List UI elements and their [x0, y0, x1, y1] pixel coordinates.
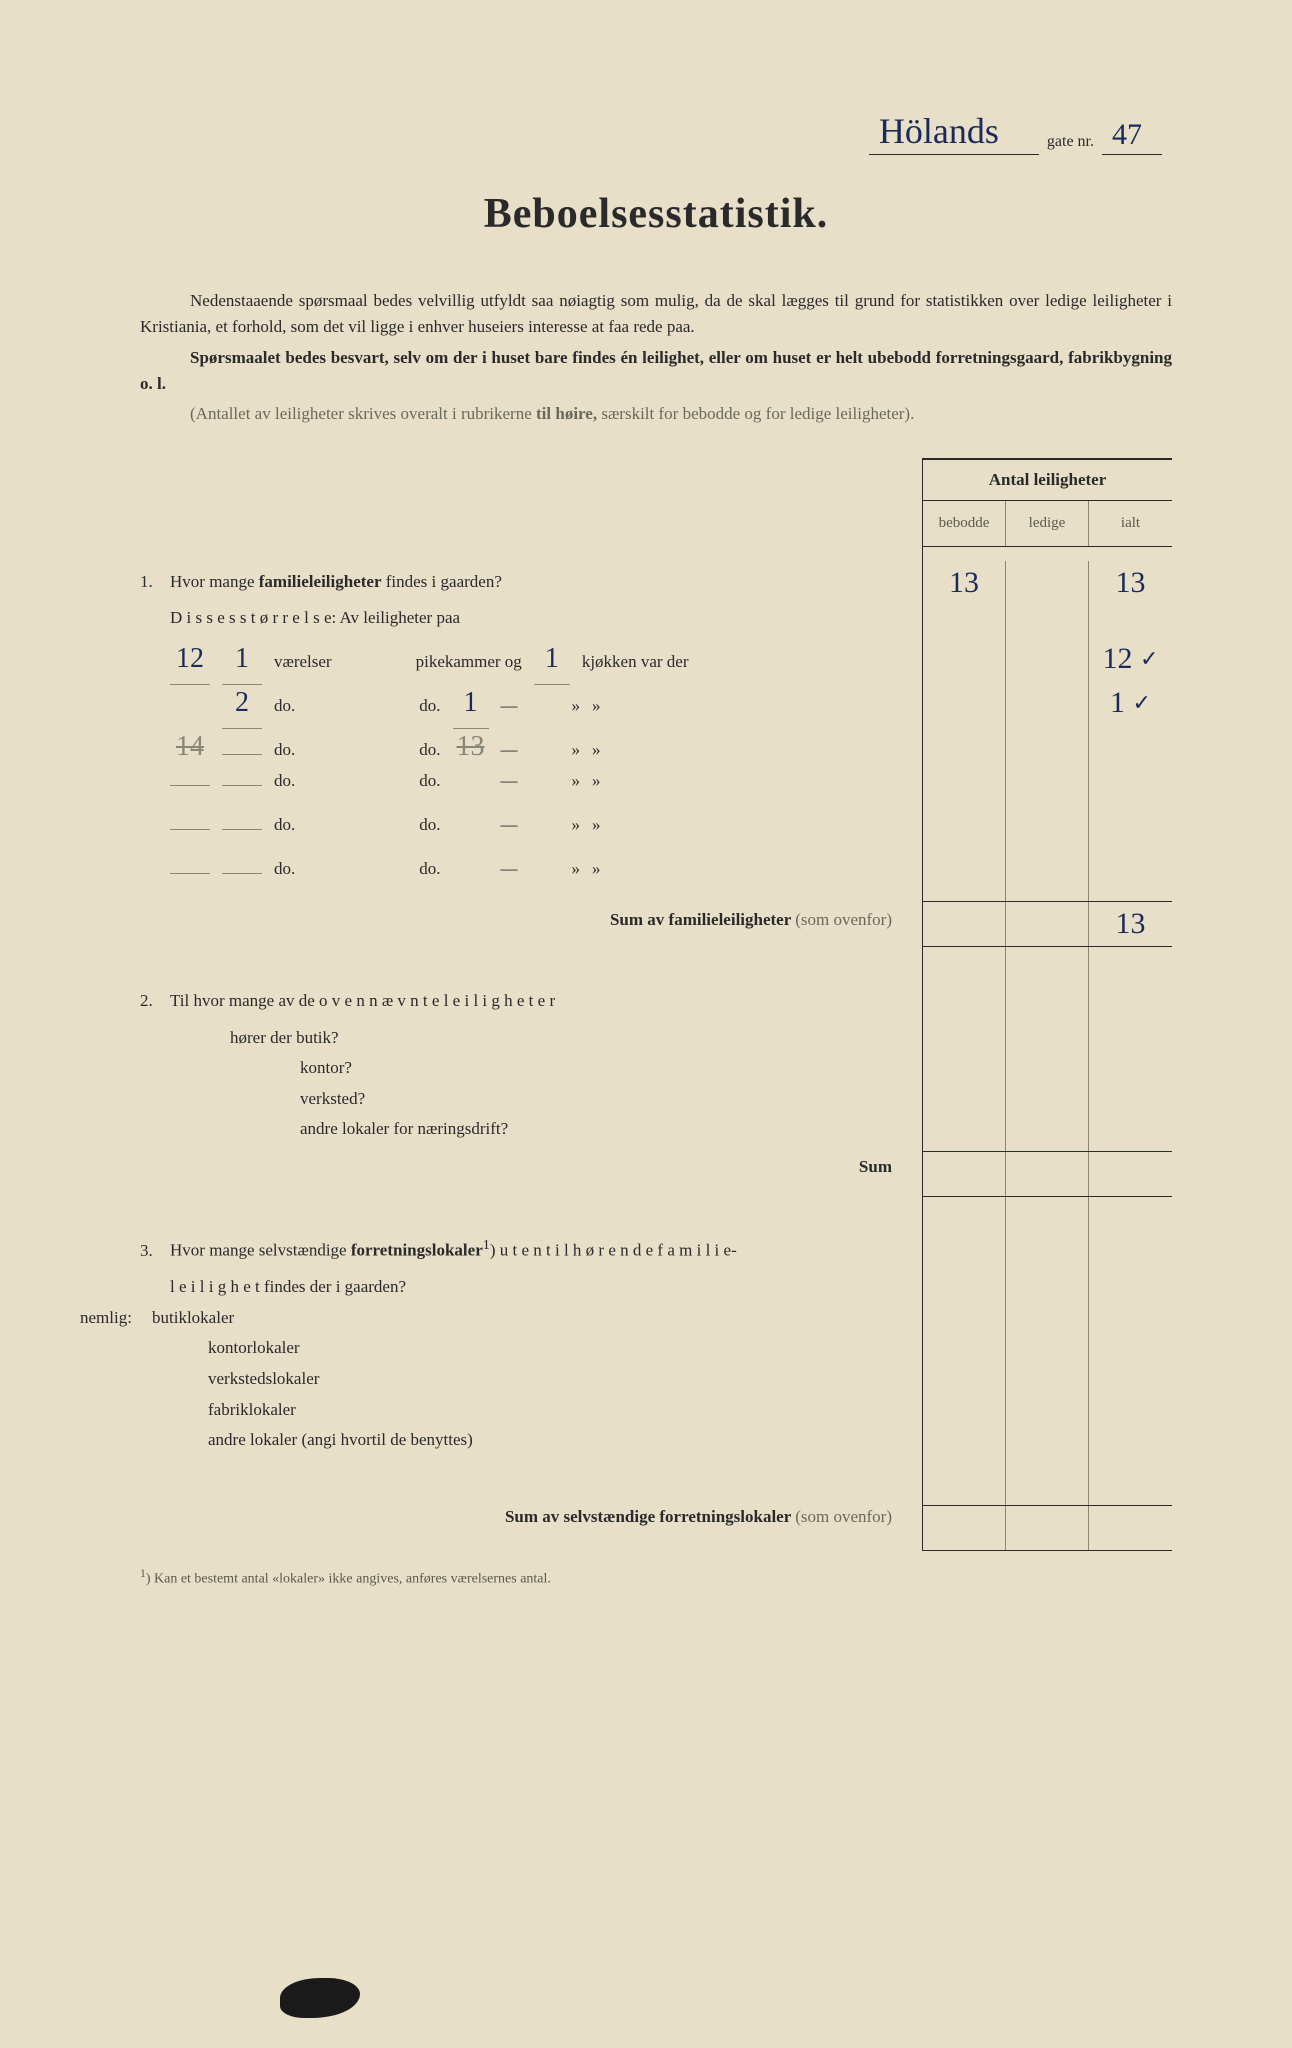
- q2-butik: hører der butik?: [140, 1023, 902, 1054]
- q3-fabrik: fabriklokaler: [140, 1395, 902, 1426]
- q3-sum-row: [923, 1505, 1172, 1551]
- main-grid: 1. Hvor mange familieleiligheter findes …: [140, 458, 1172, 1551]
- page-title: Beboelsesstatistik.: [140, 190, 1172, 238]
- q2-sum: Sum: [140, 1145, 902, 1189]
- size-row-1: 12 1 værelser pikekammer og 1 kjøkken va…: [140, 634, 902, 678]
- col-bebodde: bebodde: [923, 501, 1006, 546]
- size-row-5: do. do. — » »: [140, 810, 902, 854]
- ink-blot: [280, 1978, 360, 2018]
- q3-line: 3. Hvor mange selvstændige forretningslo…: [140, 1233, 902, 1266]
- street-name: Hölands: [869, 110, 1039, 155]
- size-row-4: do. do. — » »: [140, 766, 902, 810]
- table-subheader: bebodde ledige ialt: [923, 501, 1172, 547]
- q2-andre: andre lokaler for næringsdrift?: [140, 1114, 902, 1145]
- size-answer-2: 1 ✓: [923, 681, 1172, 725]
- q3-andre: andre lokaler (angi hvortil de benyttes): [140, 1425, 902, 1456]
- address-header: Hölands gate nr. 47: [869, 110, 1162, 155]
- col-ialt: ialt: [1089, 501, 1172, 546]
- q3-nemlig-row: nemlig: butiklokaler: [140, 1303, 902, 1334]
- q1-disses: D i s s e s s t ø r r e l s e: Av leilig…: [140, 603, 902, 634]
- q3-line2: l e i l i g h e t findes der i gaarden?: [140, 1272, 902, 1303]
- col-ledige: ledige: [1006, 501, 1089, 546]
- table-header-title: Antal leiligheter: [923, 458, 1172, 501]
- questions-column: 1. Hvor mange familieleiligheter findes …: [140, 458, 922, 1551]
- gate-label: gate nr.: [1047, 133, 1094, 155]
- q1-line: 1. Hvor mange familieleiligheter findes …: [140, 567, 902, 598]
- q1-answer-row: 13 13: [923, 561, 1172, 605]
- intro-text: Nedenstaaende spørsmaal bedes velvillig …: [140, 288, 1172, 428]
- answers-column: Antal leiligheter bebodde ledige ialt 13…: [922, 458, 1172, 1551]
- gate-number: 47: [1102, 118, 1162, 155]
- q2-line: 2. Til hvor mange av de o v e n n æ v n …: [140, 986, 902, 1017]
- document-page: Hölands gate nr. 47 Beboelsesstatistik. …: [0, 0, 1292, 2048]
- q3-verksted: verkstedslokaler: [140, 1364, 902, 1395]
- q2-kontor: kontor?: [140, 1053, 902, 1084]
- q2-verksted: verksted?: [140, 1084, 902, 1115]
- footnote: 1) Kan et bestemt antal «lokaler» ikke a…: [140, 1567, 1172, 1588]
- intro-p2: Spørsmaalet bedes besvart, selv om der i…: [140, 345, 1172, 398]
- size-answer-1: 12 ✓: [923, 637, 1172, 681]
- q1-sum-label: Sum av familieleiligheter (som ovenfor): [140, 898, 902, 942]
- q2-sum-row: [923, 1151, 1172, 1197]
- size-row-6: do. do. — » »: [140, 854, 902, 898]
- intro-p3: (Antallet av leiligheter skrives overalt…: [140, 401, 1172, 427]
- q3-kontor: kontorlokaler: [140, 1333, 902, 1364]
- size-row-2: 2 do. do. 1 — » »: [140, 678, 902, 722]
- intro-p1: Nedenstaaende spørsmaal bedes velvillig …: [140, 288, 1172, 341]
- q1-sum-row: 13: [923, 901, 1172, 947]
- q3-sum-label: Sum av selvstændige forretningslokaler (…: [140, 1496, 902, 1540]
